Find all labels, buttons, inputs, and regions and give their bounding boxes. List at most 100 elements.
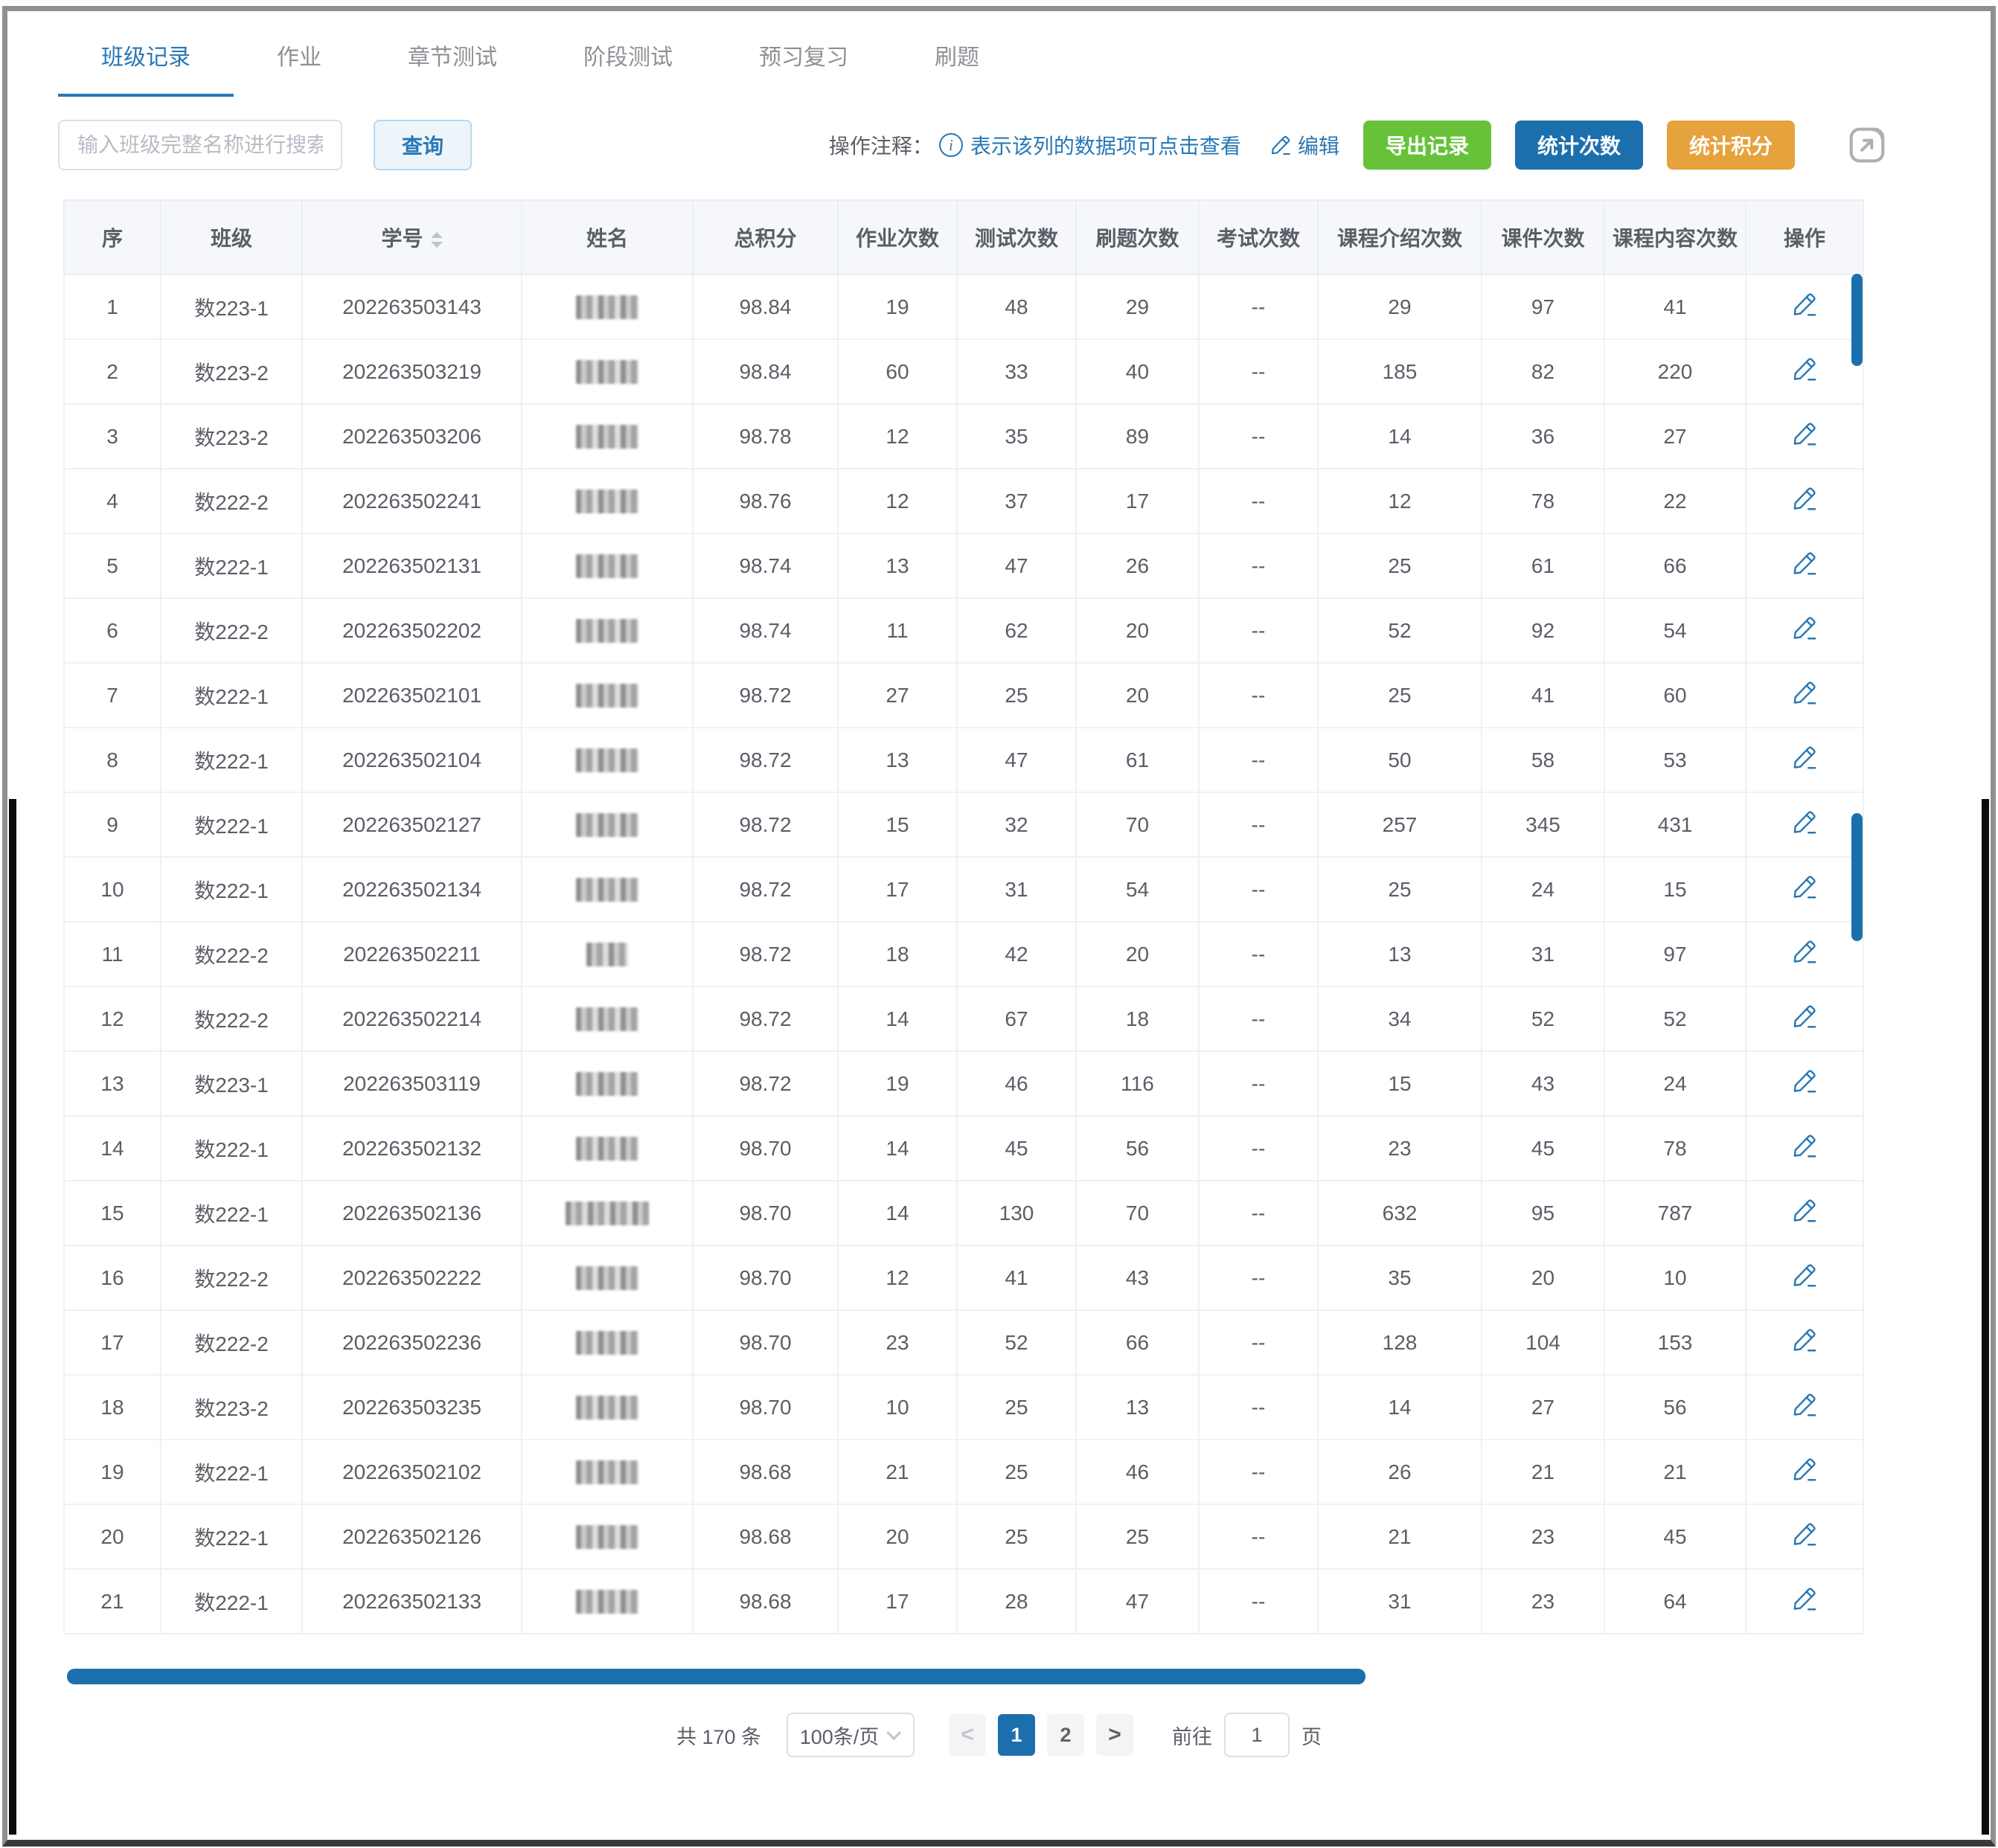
- row-edit-button[interactable]: [1791, 1326, 1818, 1355]
- tab-preview-review[interactable]: 预习复习: [759, 45, 848, 70]
- cell-courseware-count[interactable]: 45: [1481, 1115, 1605, 1181]
- cell-test-count[interactable]: 25: [956, 1439, 1077, 1505]
- cell-drill-count[interactable]: 54: [1075, 856, 1200, 923]
- cell-courseware-count[interactable]: 97: [1481, 274, 1605, 340]
- cell-homework-count[interactable]: 12: [837, 468, 958, 534]
- cell-homework-count[interactable]: 13: [837, 533, 958, 599]
- cell-courseware-count[interactable]: 95: [1481, 1180, 1605, 1246]
- cell-test-count[interactable]: 47: [956, 533, 1077, 599]
- cell-test-count[interactable]: 47: [956, 727, 1077, 793]
- row-edit-button[interactable]: [1791, 1391, 1818, 1420]
- cell-drill-count[interactable]: 47: [1075, 1568, 1200, 1634]
- cell-homework-count[interactable]: 19: [837, 1050, 958, 1117]
- cell-test-count[interactable]: 28: [956, 1568, 1077, 1634]
- row-edit-button[interactable]: [1791, 679, 1818, 708]
- cell-drill-count[interactable]: 40: [1075, 339, 1200, 405]
- cell-course-intro-count[interactable]: 128: [1317, 1309, 1482, 1376]
- row-edit-button[interactable]: [1791, 938, 1818, 967]
- query-button[interactable]: 查询: [374, 120, 472, 170]
- cell-drill-count[interactable]: 25: [1075, 1504, 1200, 1570]
- cell-drill-count[interactable]: 29: [1075, 274, 1200, 340]
- cell-courseware-count[interactable]: 21: [1481, 1439, 1605, 1505]
- row-edit-button[interactable]: [1791, 485, 1818, 514]
- page-size-select[interactable]: 100条/页: [787, 1713, 915, 1757]
- cell-homework-count[interactable]: 15: [837, 792, 958, 858]
- cell-drill-count[interactable]: 20: [1075, 597, 1200, 664]
- cell-courseware-count[interactable]: 27: [1481, 1374, 1605, 1440]
- cell-course-content-count[interactable]: 45: [1604, 1504, 1746, 1570]
- cell-courseware-count[interactable]: 23: [1481, 1568, 1605, 1634]
- cell-courseware-count[interactable]: 36: [1481, 403, 1605, 469]
- class-search-input[interactable]: [58, 120, 342, 170]
- cell-homework-count[interactable]: 13: [837, 727, 958, 793]
- cell-test-count[interactable]: 45: [956, 1115, 1077, 1181]
- cell-course-intro-count[interactable]: 52: [1317, 597, 1482, 664]
- cell-courseware-count[interactable]: 345: [1481, 792, 1605, 858]
- cell-test-count[interactable]: 33: [956, 339, 1077, 405]
- cell-courseware-count[interactable]: 23: [1481, 1504, 1605, 1570]
- row-edit-button[interactable]: [1791, 356, 1818, 385]
- row-edit-button[interactable]: [1791, 550, 1818, 579]
- cell-course-intro-count[interactable]: 35: [1317, 1245, 1482, 1311]
- cell-drill-count[interactable]: 17: [1075, 468, 1200, 534]
- page-button-1[interactable]: 1: [998, 1714, 1036, 1756]
- row-edit-button[interactable]: [1791, 1003, 1818, 1032]
- cell-drill-count[interactable]: 70: [1075, 1180, 1200, 1246]
- row-edit-button[interactable]: [1791, 420, 1818, 449]
- cell-drill-count[interactable]: 70: [1075, 792, 1200, 858]
- cell-test-count[interactable]: 25: [956, 662, 1077, 728]
- cell-test-count[interactable]: 37: [956, 468, 1077, 534]
- cell-course-intro-count[interactable]: 257: [1317, 792, 1482, 858]
- cell-homework-count[interactable]: 23: [837, 1309, 958, 1376]
- cell-test-count[interactable]: 31: [956, 856, 1077, 923]
- cell-course-intro-count[interactable]: 13: [1317, 921, 1482, 987]
- row-edit-button[interactable]: [1791, 1068, 1818, 1097]
- cell-course-intro-count[interactable]: 12: [1317, 468, 1482, 534]
- cell-homework-count[interactable]: 17: [837, 1568, 958, 1634]
- sort-carets-icon[interactable]: [430, 232, 443, 248]
- cell-drill-count[interactable]: 66: [1075, 1309, 1200, 1376]
- tab-homework[interactable]: 作业: [277, 45, 321, 70]
- vertical-scrollbar-thumb-lower[interactable]: [1851, 813, 1863, 941]
- cell-course-content-count[interactable]: 21: [1604, 1439, 1746, 1505]
- cell-homework-count[interactable]: 60: [837, 339, 958, 405]
- cell-drill-count[interactable]: 26: [1075, 533, 1200, 599]
- cell-courseware-count[interactable]: 52: [1481, 986, 1605, 1052]
- cell-courseware-count[interactable]: 104: [1481, 1309, 1605, 1376]
- cell-course-intro-count[interactable]: 632: [1317, 1180, 1482, 1246]
- cell-course-content-count[interactable]: 22: [1604, 468, 1746, 534]
- cell-course-intro-count[interactable]: 185: [1317, 339, 1482, 405]
- cell-course-content-count[interactable]: 787: [1604, 1180, 1746, 1246]
- cell-course-intro-count[interactable]: 21: [1317, 1504, 1482, 1570]
- row-edit-button[interactable]: [1791, 1585, 1818, 1614]
- cell-course-intro-count[interactable]: 25: [1317, 533, 1482, 599]
- row-edit-button[interactable]: [1791, 1521, 1818, 1550]
- cell-test-count[interactable]: 48: [956, 274, 1077, 340]
- cell-course-intro-count[interactable]: 26: [1317, 1439, 1482, 1505]
- cell-courseware-count[interactable]: 58: [1481, 727, 1605, 793]
- count-statistics-button[interactable]: 统计次数: [1514, 121, 1643, 170]
- cell-course-intro-count[interactable]: 31: [1317, 1568, 1482, 1634]
- cell-course-content-count[interactable]: 220: [1604, 339, 1746, 405]
- cell-drill-count[interactable]: 20: [1075, 921, 1200, 987]
- tab-question-drill[interactable]: 刷题: [935, 45, 979, 70]
- open-in-new-window-button[interactable]: [1845, 123, 1889, 167]
- cell-course-intro-count[interactable]: 34: [1317, 986, 1482, 1052]
- cell-course-content-count[interactable]: 153: [1604, 1309, 1746, 1376]
- header-student-id[interactable]: 学号: [301, 199, 522, 275]
- cell-drill-count[interactable]: 56: [1075, 1115, 1200, 1181]
- cell-homework-count[interactable]: 14: [837, 1115, 958, 1181]
- cell-homework-count[interactable]: 21: [837, 1439, 958, 1505]
- cell-course-intro-count[interactable]: 25: [1317, 662, 1482, 728]
- cell-courseware-count[interactable]: 92: [1481, 597, 1605, 664]
- cell-course-content-count[interactable]: 431: [1604, 792, 1746, 858]
- cell-homework-count[interactable]: 12: [837, 1245, 958, 1311]
- cell-course-intro-count[interactable]: 14: [1317, 1374, 1482, 1440]
- cell-homework-count[interactable]: 14: [837, 986, 958, 1052]
- page-button-2[interactable]: 2: [1047, 1714, 1085, 1756]
- cell-courseware-count[interactable]: 43: [1481, 1050, 1605, 1117]
- cell-homework-count[interactable]: 10: [837, 1374, 958, 1440]
- cell-courseware-count[interactable]: 61: [1481, 533, 1605, 599]
- horizontal-scrollbar-thumb[interactable]: [67, 1669, 1365, 1684]
- row-edit-button[interactable]: [1791, 744, 1818, 773]
